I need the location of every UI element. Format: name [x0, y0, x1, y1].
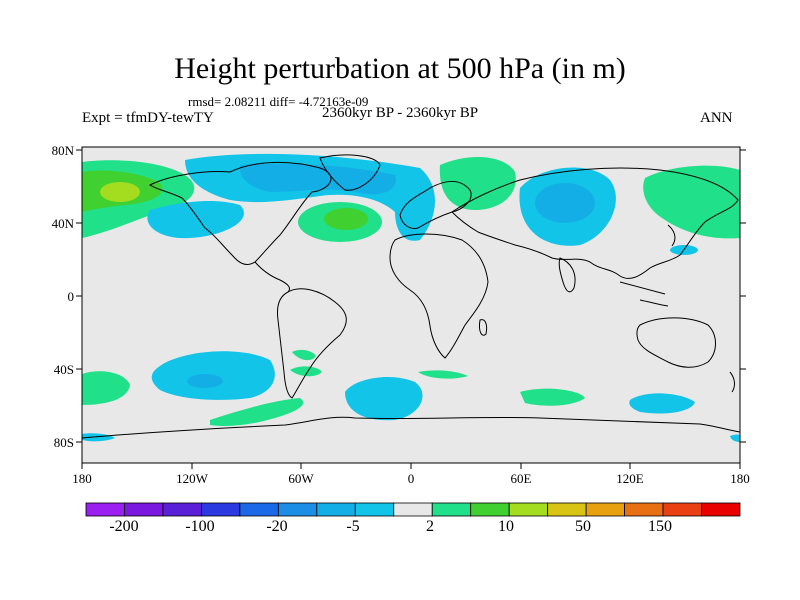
contour-sam-green-2	[290, 366, 322, 377]
colorbar-labels: -200 -100 -20 -5 2 10 50 150	[109, 518, 672, 535]
colorbar-swatch	[277, 502, 318, 517]
contour-euro-green	[439, 156, 516, 210]
lon-label: 180	[730, 471, 750, 486]
contour-npac-blue	[147, 200, 244, 239]
colorbar-swatch	[239, 502, 279, 517]
coast-sea-islands	[619, 281, 669, 307]
colorbar-swatch	[162, 502, 202, 517]
contour-sio-blue	[629, 393, 695, 414]
colorbar-label: -100	[185, 518, 214, 535]
colorbar-swatch	[201, 502, 241, 517]
coast-madagascar	[479, 319, 488, 336]
lat-labels: 80N 40N 0 40S 80S	[52, 143, 75, 450]
lat-label: 40S	[54, 362, 74, 377]
contour-so-green	[210, 398, 304, 427]
colorbar-swatch	[624, 502, 664, 517]
colorbar-swatch	[662, 502, 702, 517]
lon-label: 120E	[616, 471, 644, 486]
lat-label: 0	[68, 289, 75, 304]
colorbar	[85, 502, 741, 517]
colorbar-swatch	[393, 502, 433, 517]
coast-asia	[451, 167, 739, 279]
contour-arctic-blue-dark	[239, 163, 396, 195]
contour-fields	[82, 153, 740, 442]
contour-spac-blue-dark	[187, 374, 223, 388]
coast-africa	[389, 233, 489, 359]
colorbar-swatch	[701, 502, 741, 517]
season-label: ANN	[700, 110, 733, 126]
colorbar-swatch	[431, 502, 472, 517]
contour-asia-blue-dark	[535, 183, 595, 223]
coast-new-zealand	[729, 371, 735, 393]
coastlines	[81, 154, 741, 439]
coast-south-america	[277, 288, 347, 399]
contour-swpac-green	[82, 371, 130, 405]
lat-label: 80N	[52, 143, 75, 158]
colorbar-swatch	[316, 502, 356, 517]
lon-label: 0	[408, 471, 415, 486]
colorbar-label: 50	[575, 518, 591, 535]
coast-japan	[667, 224, 676, 247]
lon-label: 120W	[176, 471, 209, 486]
colorbar-swatch	[85, 502, 125, 517]
stats-text: rmsd= 2.08211 diff= -4.72163e-09	[188, 94, 369, 109]
colorbar-swatch	[585, 502, 625, 517]
colorbar-label: 10	[498, 518, 514, 535]
contour-sio-green-2	[520, 388, 585, 406]
colorbar-label: -5	[346, 518, 359, 535]
colorbar-swatch	[547, 502, 587, 517]
chart-title: Height perturbation at 500 hPa (in m)	[174, 52, 626, 85]
contour-sio-green	[418, 370, 468, 379]
coast-india	[558, 257, 576, 293]
contour-npac-yellow	[100, 182, 140, 202]
colorbar-swatch	[354, 502, 395, 517]
lon-label: 180	[72, 471, 92, 486]
lon-labels: 180 120W 60W 0 60E 120E 180	[72, 471, 750, 486]
coast-europe	[399, 181, 472, 229]
colorbar-label: 150	[648, 518, 672, 535]
coast-greenland	[319, 154, 381, 191]
lon-label: 60E	[511, 471, 532, 486]
colorbar-swatch	[508, 502, 549, 517]
lat-ticks	[76, 149, 746, 443]
lon-label: 60W	[288, 471, 314, 486]
contour-ant-blue-w	[82, 433, 115, 442]
lat-label: 80S	[54, 435, 74, 450]
contour-ant-blue-e	[730, 434, 740, 442]
colorbar-swatch	[470, 502, 510, 517]
coast-central-america	[254, 261, 291, 293]
colorbar-label: -200	[109, 518, 138, 535]
coast-north-america	[148, 161, 332, 265]
coast-australia	[636, 317, 716, 368]
coast-antarctica	[81, 416, 741, 439]
lon-ticks	[81, 463, 741, 469]
contour-satl-blue	[345, 377, 423, 421]
lat-label: 40N	[52, 216, 75, 231]
colorbar-label: 2	[426, 518, 434, 535]
colorbar-swatch	[124, 502, 164, 517]
contour-sam-green	[292, 349, 316, 361]
colorbar-label: -20	[266, 518, 287, 535]
period-label: 2360kyr BP - 2360kyr BP	[322, 105, 479, 121]
experiment-label: Expt = tfmDY-tewTY	[82, 110, 214, 126]
contour-atl-lightgreen	[324, 208, 368, 230]
